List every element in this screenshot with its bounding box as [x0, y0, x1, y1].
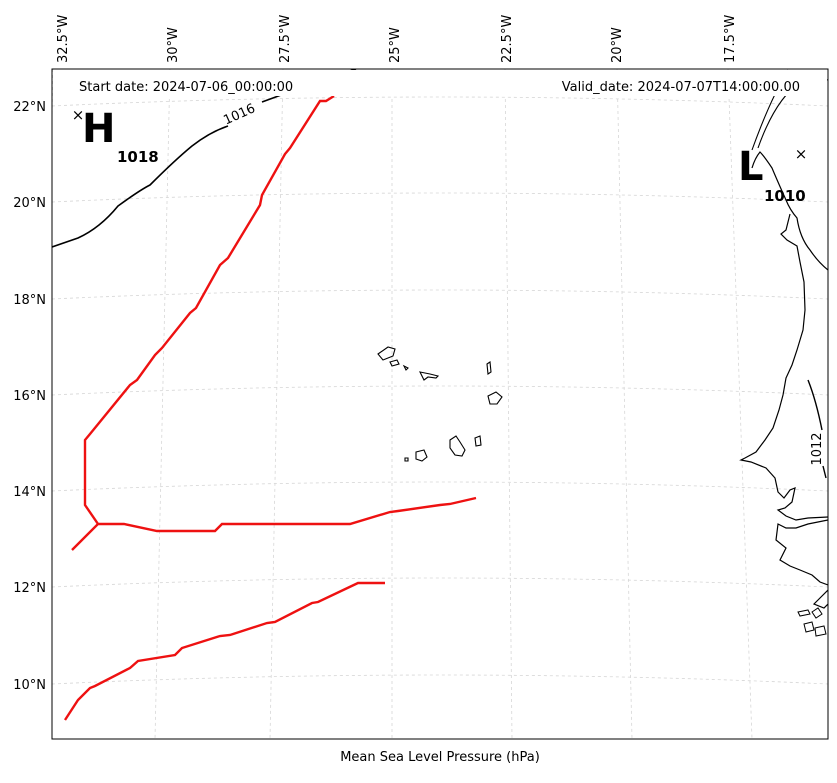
start-date-text: Start date: 2024-07-06_00:00:00 [79, 80, 293, 95]
lat-label-16n: 16°N [13, 389, 46, 404]
track-south [63, 581, 385, 721]
island-boa-vista [487, 391, 503, 405]
contour-label-1012: 1012 [810, 432, 825, 465]
map-plot-area [52, 69, 828, 739]
meridian-30w [154, 69, 171, 739]
valid-date-text: Valid_date: 2024-07-07T14:00:00.00 [562, 80, 800, 95]
island-santiago [449, 435, 466, 457]
meridian-17-5w [727, 69, 753, 739]
track-north [71, 94, 477, 551]
lon-label-17-5w: 17.5°W [723, 15, 738, 63]
meridian-gridlines [52, 69, 753, 739]
parallel-12n [52, 577, 828, 588]
lon-label-22-5w: 22.5°W [500, 15, 515, 63]
island-fogo [415, 449, 428, 462]
plot-frame [51, 68, 829, 740]
parallel-20n [52, 192, 828, 203]
meridian-22-5w [504, 69, 513, 739]
latitude-labels: 22°N 20°N 18°N 16°N 14°N 12°N 10°N [13, 100, 46, 693]
island-santo-antao [377, 346, 396, 361]
meridian-32-5w [52, 69, 54, 142]
lat-label-20n: 20°N [13, 196, 46, 211]
lon-label-20w: 20°W [610, 27, 625, 63]
meridian-20w [616, 69, 633, 739]
parallel-10n [52, 674, 828, 685]
african-coastline [739, 151, 828, 609]
lat-label-10n: 10°N [13, 678, 46, 693]
island-sal [486, 361, 492, 375]
parallel-22n [52, 96, 828, 107]
meridian-27-5w [269, 69, 284, 739]
lon-label-27-5w: 27.5°W [278, 15, 293, 63]
lon-label-30w: 30°W [166, 27, 181, 63]
contour-label-1016: 1016 [221, 101, 257, 128]
lat-label-14n: 14°N [13, 485, 46, 500]
lon-label-25w: 25°W [388, 27, 403, 63]
parallel-14n [52, 481, 828, 492]
bijagos-islands [797, 607, 827, 637]
map-xlabel: Mean Sea Level Pressure (hPa) [340, 750, 540, 765]
parallel-16n [52, 385, 828, 396]
high-pressure-symbol: H [82, 106, 115, 152]
lon-label-32-5w: 32.5°W [56, 15, 71, 63]
island-maio [474, 435, 482, 447]
cape-verde-islands [377, 346, 503, 462]
longitude-labels: 32.5°W 30°W 27.5°W 25°W 22.5°W 20°W 17.5… [56, 15, 738, 63]
island-sao-nicolau [419, 371, 440, 381]
lat-label-18n: 18°N [13, 293, 46, 308]
island-brava [404, 457, 409, 462]
header-band [53, 70, 827, 96]
low-pressure-value: 1010 [764, 187, 806, 205]
high-center-marker: × [72, 106, 85, 124]
isobar-1012 [807, 379, 827, 479]
parallel-gridlines [52, 96, 828, 685]
lat-label-22n: 22°N [13, 100, 46, 115]
lat-label-12n: 12°N [13, 581, 46, 596]
island-santa-luzia [402, 364, 409, 371]
island-sao-vicente [389, 359, 400, 367]
low-center-marker: × [795, 145, 808, 163]
parallel-18n [52, 289, 828, 300]
high-pressure-value: 1018 [117, 148, 159, 166]
low-pressure-symbol: L [738, 144, 764, 190]
